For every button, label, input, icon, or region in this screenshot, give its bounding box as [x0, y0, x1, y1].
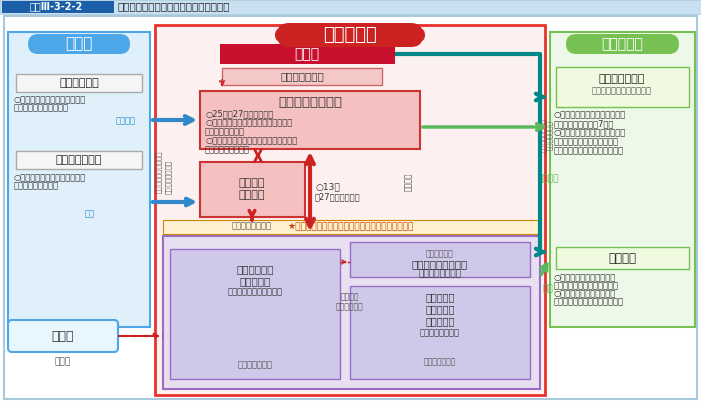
- FancyBboxPatch shape: [28, 34, 130, 54]
- Bar: [163, 236, 540, 389]
- Text: 長　官: 長 官: [294, 47, 320, 61]
- Text: プロジェクト管理部: プロジェクト管理部: [412, 259, 468, 269]
- Bar: [350, 242, 530, 277]
- Text: 防衛監察: 防衛監察: [116, 116, 136, 125]
- Bar: [155, 25, 545, 395]
- Text: 運用状況整備: 運用状況整備: [336, 302, 364, 311]
- Text: 法令遵守等の教育: 法令遵守等の教育: [232, 221, 272, 230]
- Text: ○調達に関する規則、プロジェ: ○調達に関する規則、プロジェ: [554, 128, 626, 137]
- FancyBboxPatch shape: [8, 320, 118, 352]
- Text: 監察監査・評価官: 監察監査・評価官: [278, 95, 342, 108]
- Text: （部外有識者による審議）: （部外有識者による審議）: [592, 86, 652, 95]
- Bar: [170, 249, 340, 379]
- Text: 人材育成: 人材育成: [239, 178, 265, 188]
- Text: 直接防衛大臣に報告。: 直接防衛大臣に報告。: [14, 103, 69, 112]
- Text: 契約等: 契約等: [55, 357, 71, 366]
- Text: 運用状況等について評価。: 運用状況等について評価。: [554, 281, 619, 290]
- Text: 優良事例の普及: 優良事例の普及: [545, 120, 552, 150]
- Text: 防衛装備品調達に関する監察・監査機能: 防衛装備品調達に関する監察・監査機能: [118, 2, 231, 12]
- Text: 士等の部外有識者7名。: 士等の部外有識者7名。: [554, 119, 614, 128]
- Bar: [220, 44, 395, 64]
- Text: （27年度末定員）: （27年度末定員）: [315, 193, 360, 201]
- Bar: [16, 74, 142, 92]
- Text: 内部監査能力の向上に活用。: 内部監査能力の向上に活用。: [554, 297, 624, 306]
- Bar: [550, 32, 695, 327]
- Text: （規則作成部門）: （規則作成部門）: [420, 329, 460, 337]
- Bar: [200, 162, 305, 217]
- Text: 評価: 評価: [543, 284, 553, 294]
- Text: 応じ監査を実施。: 応じ監査を実施。: [14, 181, 59, 190]
- Text: の観点から監察: の観点から監察: [205, 127, 245, 136]
- Bar: [556, 67, 689, 107]
- Bar: [16, 151, 142, 169]
- Text: クト管理、１者応札案件、: クト管理、１者応札案件、: [554, 137, 619, 146]
- Text: 担当職員への教育: 担当職員への教育: [165, 160, 171, 194]
- Bar: [8, 32, 150, 327]
- Text: 装備開発官等: 装備開発官等: [236, 264, 274, 274]
- Text: 調達管理部: 調達管理部: [426, 316, 455, 326]
- Text: 仕様書等について調査審議。: 仕様書等について調査審議。: [554, 146, 624, 155]
- Bar: [163, 220, 540, 234]
- Text: センター: センター: [239, 190, 265, 200]
- Text: 調達事務部: 調達事務部: [239, 276, 271, 286]
- Text: 会計について監査: 会計について監査: [205, 145, 250, 154]
- Text: 大臣官房監査課: 大臣官房監査課: [56, 155, 102, 165]
- Text: 各種承認申請等: 各種承認申請等: [424, 357, 456, 367]
- Text: 公正な競争環境の整備: 公正な競争環境の整備: [155, 151, 161, 193]
- Text: 他機関: 他機関: [65, 37, 93, 52]
- Text: 防衛監察本部: 防衛監察本部: [59, 78, 99, 88]
- Bar: [200, 91, 420, 149]
- Text: 調査審議: 調査審議: [537, 174, 559, 183]
- Bar: [556, 247, 689, 269]
- Text: ○13名: ○13名: [315, 183, 340, 191]
- Bar: [350, 286, 530, 379]
- Bar: [2, 1, 114, 13]
- Text: ★庁内外からの重層的チェックと組織内の相互牽制: ★庁内外からの重層的チェックと組織内の相互牽制: [288, 223, 414, 231]
- Text: ○防衛監察の結果・改善策等は: ○防衛監察の結果・改善策等は: [14, 95, 86, 104]
- Text: 各種承認申請等: 各種承認申請等: [238, 361, 273, 369]
- Text: ○内部監察：法令遵守、入札談合防止: ○内部監察：法令遵守、入札談合防止: [205, 118, 292, 127]
- Text: 第三者機関: 第三者機関: [601, 37, 643, 51]
- Text: （開発・調達実務部門）: （開発・調達実務部門）: [228, 287, 283, 296]
- Text: 図表Ⅲ-3-2-2: 図表Ⅲ-3-2-2: [29, 2, 83, 12]
- Text: （事業管理部門）: （事業管理部門）: [418, 269, 461, 279]
- Text: ○25名（27年度末定員）: ○25名（27年度末定員）: [205, 109, 273, 118]
- FancyBboxPatch shape: [275, 28, 425, 42]
- Text: 装備政策部: 装備政策部: [426, 292, 455, 302]
- Text: ○プロジェクト管理手法や: ○プロジェクト管理手法や: [554, 273, 616, 282]
- FancyBboxPatch shape: [277, 23, 423, 47]
- Text: ○防衛装備庁に対して、必要に: ○防衛装備庁に対して、必要に: [14, 173, 86, 182]
- Text: 長官官房審議官: 長官官房審議官: [280, 71, 324, 81]
- Text: 防衛調達審議会: 防衛調達審議会: [599, 74, 645, 84]
- Text: ○内部監査：研究開発、調達等の業務、: ○内部監査：研究開発、調達等の業務、: [205, 136, 297, 145]
- Bar: [0, 0, 701, 14]
- Text: 規則作成: 規則作成: [341, 292, 359, 301]
- Text: 改善指摘を命令・: 改善指摘を命令・: [540, 118, 546, 152]
- Text: ○評価結果を業務の改善、: ○評価結果を業務の改善、: [554, 289, 616, 298]
- Text: 内部監察: 内部監察: [404, 173, 412, 191]
- Text: 監査: 監査: [85, 209, 95, 218]
- FancyBboxPatch shape: [566, 34, 679, 54]
- Text: ○大学教授、弁護士、公認会計: ○大学教授、弁護士、公認会計: [554, 110, 626, 119]
- Text: 防衛装備庁: 防衛装備庁: [323, 26, 377, 44]
- Text: 企　業: 企 業: [52, 329, 74, 342]
- Text: 実施状況報告: 実施状況報告: [426, 249, 454, 259]
- Bar: [285, 25, 415, 45]
- Text: 技術戦略部: 技術戦略部: [426, 304, 455, 314]
- Text: 監査法人: 監査法人: [608, 251, 636, 264]
- Bar: [222, 68, 382, 85]
